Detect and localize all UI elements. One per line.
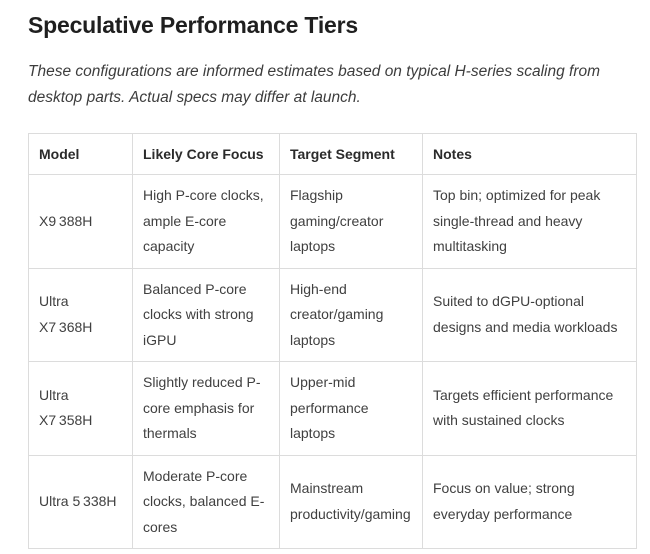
column-header-core-focus: Likely Core Focus bbox=[132, 133, 280, 175]
cell-notes: Top bin; optimized for peak single-threa… bbox=[422, 174, 637, 269]
cell-model: Ultra X7 368H bbox=[28, 267, 133, 362]
cell-notes: Suited to dGPU-optional designs and medi… bbox=[422, 267, 637, 362]
table-row: X9 388H High P-core clocks, ample E-core… bbox=[28, 174, 637, 269]
cell-target-segment: High-end creator/gaming laptops bbox=[279, 267, 423, 362]
cell-target-segment: Upper-mid performance laptops bbox=[279, 361, 423, 456]
column-header-notes: Notes bbox=[422, 133, 637, 175]
table-header: Model Likely Core Focus Target Segment N… bbox=[28, 133, 637, 175]
cell-core-focus: Moderate P-core clocks, balanced E-cores bbox=[132, 454, 280, 549]
page-title: Speculative Performance Tiers bbox=[28, 12, 358, 38]
table-row: Ultra X7 358H Slightly reduced P-core em… bbox=[28, 361, 637, 456]
cell-core-focus: Slightly reduced P-core emphasis for the… bbox=[132, 361, 280, 456]
intro-note: These configurations are informed estima… bbox=[28, 63, 601, 106]
cell-model: X9 388H bbox=[28, 174, 133, 269]
column-header-target-segment: Target Segment bbox=[279, 133, 423, 175]
cell-model: Ultra X7 358H bbox=[28, 361, 133, 456]
table-row: Ultra X7 368H Balanced P-core clocks wit… bbox=[28, 267, 637, 362]
cell-model: Ultra 5 338H bbox=[28, 454, 133, 549]
table-row: Ultra 5 338H Moderate P-core clocks, bal… bbox=[28, 454, 637, 549]
cell-core-focus: Balanced P-core clocks with strong iGPU bbox=[132, 267, 280, 362]
cell-target-segment: Mainstream productivity/gaming bbox=[279, 454, 423, 549]
cell-notes: Focus on value; strong everyday performa… bbox=[422, 454, 637, 549]
column-header-model: Model bbox=[28, 133, 133, 175]
cell-target-segment: Flagship gaming/creator laptops bbox=[279, 174, 423, 269]
performance-tiers-table: Model Likely Core Focus Target Segment N… bbox=[28, 133, 637, 549]
cell-core-focus: High P-core clocks, ample E-core capacit… bbox=[132, 174, 280, 269]
cell-notes: Targets efficient performance with susta… bbox=[422, 361, 637, 456]
table-body: X9 388H High P-core clocks, ample E-core… bbox=[28, 174, 637, 549]
header-row: Model Likely Core Focus Target Segment N… bbox=[28, 133, 637, 175]
